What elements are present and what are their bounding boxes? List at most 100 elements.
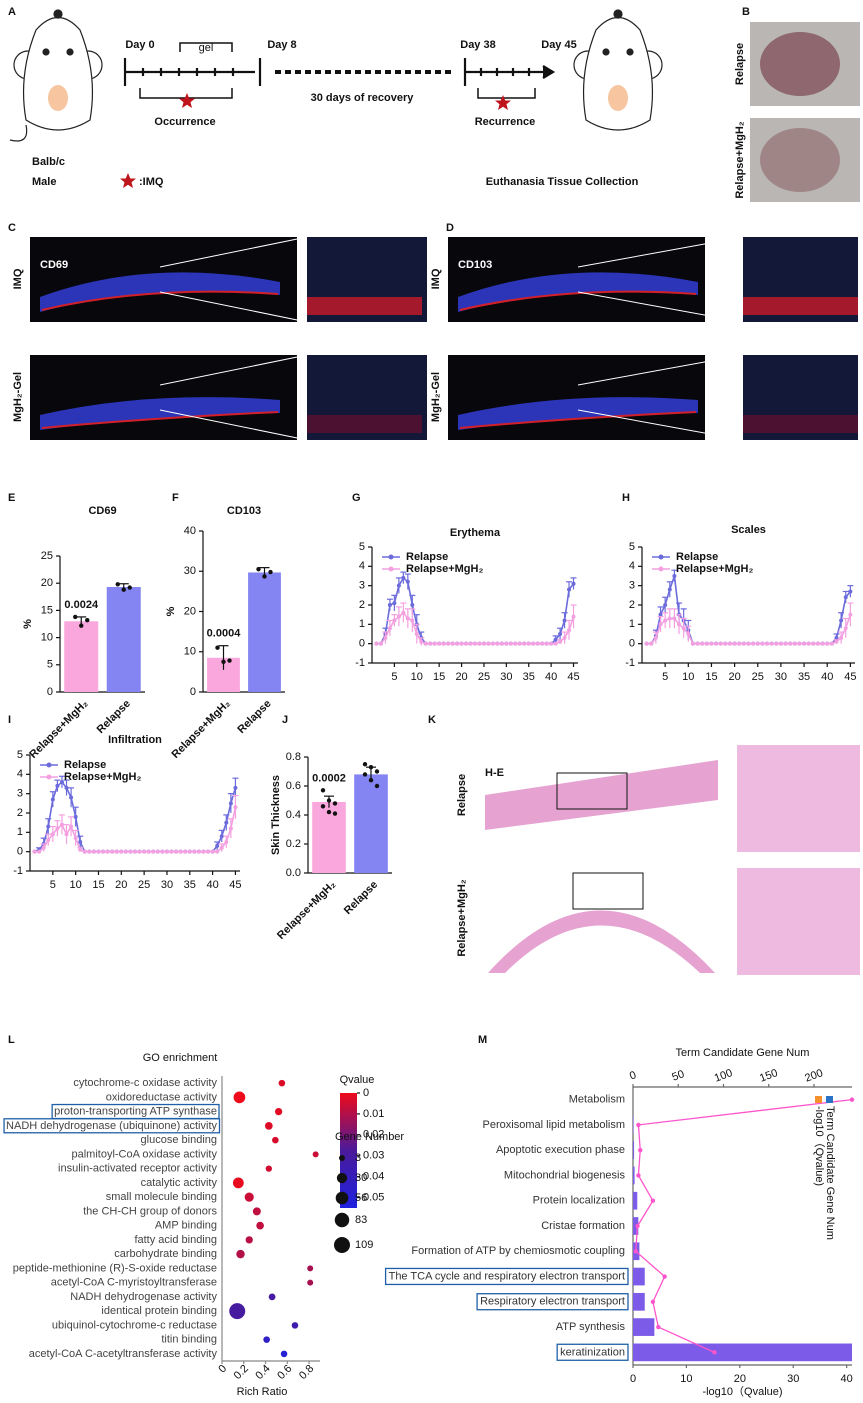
point [368,778,374,783]
point [658,612,663,617]
x-tick-label: 0.2 [232,1363,251,1382]
panel-label: H [622,492,630,504]
zoom-box [556,772,628,810]
legend-label: Relapse [64,759,106,771]
point [210,849,215,854]
term-label: proton-transporting ATP synthase [54,1106,217,1118]
point [633,1249,638,1254]
bubble [307,1279,314,1286]
y-tick-label: 3 [17,788,23,800]
colorbar-tick-label: 0.04 [363,1171,384,1183]
term-label: Mitochondrial biogenesis [504,1169,626,1181]
bar [633,1141,635,1160]
x-tick-label: Relapse [342,879,380,917]
point [85,617,90,623]
term-label: carbohydrate binding [114,1248,217,1260]
imq-star [179,93,195,108]
point [477,641,482,646]
he-section [488,910,715,973]
x-tick-label: 30 [161,879,173,891]
point [187,849,192,854]
label: Day 45 [541,39,576,51]
point [196,849,201,854]
x-tick-label: 40 [206,879,218,891]
panel-label: G [352,492,361,504]
size-legend-marker [334,1212,350,1228]
y-label: % [22,619,34,629]
legend-label: Relapse+MgH₂ [64,771,141,783]
point [727,641,732,646]
bar [633,1343,852,1362]
point [490,641,495,646]
label: Recurrence [475,116,536,128]
y-tick-label: 5 [17,749,23,761]
point [64,832,69,837]
point [553,637,558,642]
chart-title: CD103 [227,505,261,517]
bar [106,587,141,692]
row-label: MgH₂-Gel [12,372,24,422]
point [387,603,392,607]
point [848,612,853,617]
highlight-box [384,1267,629,1286]
term-label: NADH dehydrogenase (ubiquinone) activity [6,1120,217,1132]
legend-marker [658,566,664,572]
legend-label: Relapse [676,551,718,563]
point [760,641,765,646]
y-tick-label: 0.2 [286,838,301,850]
point [332,811,338,816]
point [410,618,415,623]
series-line [646,614,852,645]
point [50,832,55,837]
y-tick-label: 15 [41,604,53,616]
point [192,849,197,854]
row-label: IMQ [430,268,442,289]
bar [64,621,99,692]
x-tick-label: 20 [115,879,127,891]
point [32,849,37,854]
point [227,658,232,663]
panel-label: M [478,1034,487,1046]
point [558,639,563,644]
point [820,641,825,646]
point [87,849,92,854]
point [401,610,406,615]
term-label: titin binding [161,1334,217,1346]
y-tick-label: 30 [184,565,196,577]
point [649,641,654,646]
point [110,849,115,854]
label: Day 8 [267,39,296,51]
point [843,626,848,631]
point [468,641,473,646]
term-label: The TCA cycle and respiratory electron t… [389,1270,625,1282]
size-legend-label: 109 [355,1239,373,1251]
label: Day 38 [460,39,495,51]
bubble [274,1107,283,1116]
marker-label: CD103 [458,259,492,271]
x-tick-label: 40 [821,671,833,683]
y-tick-label: 0 [17,846,23,858]
y-tick-label: -1 [13,865,23,877]
point [101,849,106,854]
panel-label: K [428,714,436,726]
point [215,849,220,854]
point [709,641,714,646]
point [405,579,410,584]
term-label: the CH-CH group of donors [83,1205,217,1217]
point [815,641,820,646]
x-tick-label: 0.4 [253,1363,272,1382]
point [459,641,464,646]
x-tick-label: Relapse+MgH₂ [27,698,90,761]
point [544,641,549,646]
y-tick-label: 0 [629,638,635,650]
point [788,641,793,646]
x-tick-label: 45 [567,671,579,683]
y-label: % [165,606,177,616]
point [741,641,746,646]
point [513,641,518,646]
row-label: MgH₂-Gel [430,372,442,422]
point [378,641,383,646]
point [228,826,233,831]
point [55,783,60,788]
term-label: AMP binding [155,1220,217,1232]
